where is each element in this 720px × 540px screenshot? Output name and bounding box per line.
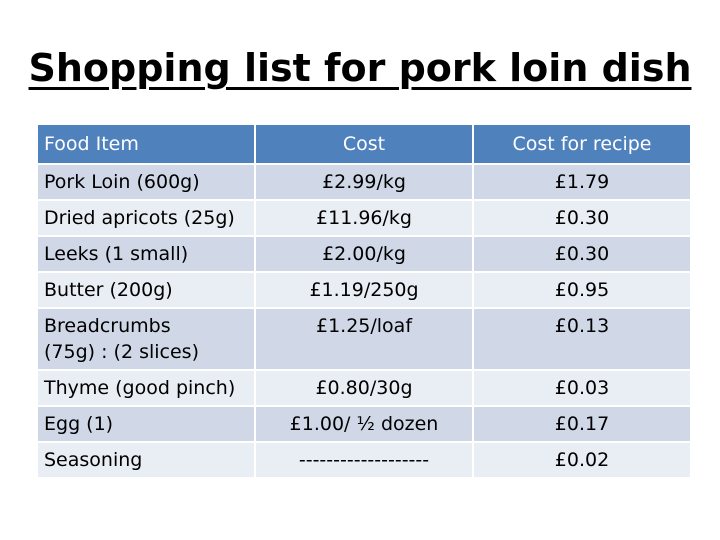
food-item-text: Breadcrumbs (75g) : (2 slices) [44,315,199,363]
cost-cell: £1.25/loaf [254,308,474,371]
food-item-cell: Butter (200g) [36,272,256,309]
recipe-cost-cell: £0.95 [472,272,692,309]
table-row: Pork Loin (600g) £2.99/kg £1.79 [36,164,692,201]
recipe-cost-cell: £0.30 [472,200,692,237]
table-row: Butter (200g) £1.19/250g £0.95 [36,272,692,309]
food-item-cell: Pork Loin (600g) [36,164,256,201]
cost-cell: £2.99/kg [254,164,474,201]
recipe-cost-cell: £0.02 [472,442,692,479]
table-header-row: Food Item Cost Cost for recipe [36,125,692,165]
recipe-cost-cell: £0.13 [472,308,692,371]
cost-cell: £2.00/kg [254,236,474,273]
cost-cell: £1.19/250g [254,272,474,309]
recipe-cost-cell: £0.17 [472,406,692,443]
recipe-cost-cell: £1.79 [472,164,692,201]
table-row: Egg (1) £1.00/ ½ dozen £0.17 [36,406,692,443]
food-item-cell: Thyme (good pinch) [36,370,256,407]
cost-cell: ------------------- [254,442,474,479]
food-item-cell: Breadcrumbs (75g) : (2 slices) [36,308,256,371]
table-row: Dried apricots (25g) £11.96/kg £0.30 [36,200,692,237]
recipe-cost-cell: £0.03 [472,370,692,407]
header-food-item: Food Item [36,125,256,165]
cost-cell: £1.00/ ½ dozen [254,406,474,443]
food-item-cell: Leeks (1 small) [36,236,256,273]
food-item-cell: Egg (1) [36,406,256,443]
table-row: Leeks (1 small) £2.00/kg £0.30 [36,236,692,273]
header-cost-for-recipe: Cost for recipe [472,125,692,165]
page-title: Shopping list for pork loin dish [28,46,692,90]
table-row: Breadcrumbs (75g) : (2 slices) £1.25/loa… [36,308,692,371]
food-item-cell: Seasoning [36,442,256,479]
recipe-cost-cell: £0.30 [472,236,692,273]
food-item-cell: Dried apricots (25g) [36,200,256,237]
table-row: Thyme (good pinch) £0.80/30g £0.03 [36,370,692,407]
shopping-list-table: Food Item Cost Cost for recipe Pork Loin… [36,125,692,479]
header-cost: Cost [254,125,474,165]
cost-cell: £0.80/30g [254,370,474,407]
cost-cell: £11.96/kg [254,200,474,237]
table-row: Seasoning ------------------- £0.02 [36,442,692,479]
